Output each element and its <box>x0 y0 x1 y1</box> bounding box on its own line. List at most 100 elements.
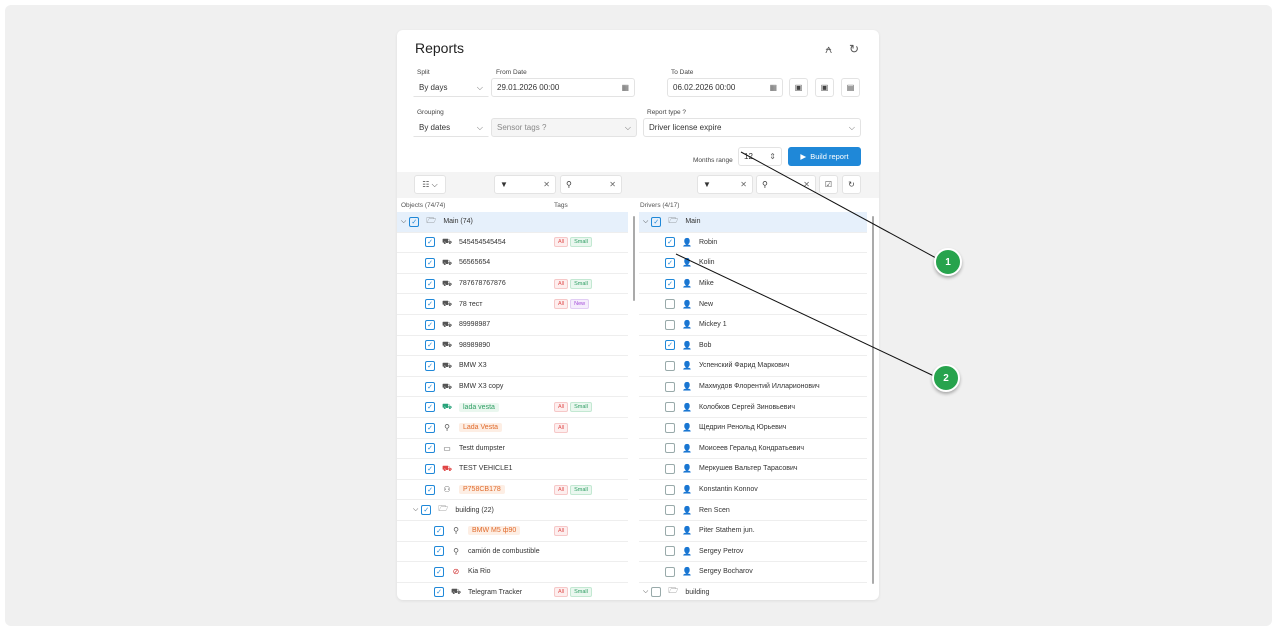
tree-view-button[interactable]: ☷ ⌵ <box>414 175 446 194</box>
checkbox[interactable]: ✓ <box>425 278 435 289</box>
driver-row[interactable]: 👤 New <box>639 294 867 315</box>
refresh-icon[interactable]: ↻ <box>849 42 860 56</box>
object-row[interactable]: ✓ ⛟ 98989890 <box>397 336 628 357</box>
checkbox[interactable]: ✓ <box>425 463 435 474</box>
chevron-down-icon[interactable]: ⌵ <box>643 217 649 225</box>
select-all-button[interactable]: ☑ <box>819 175 838 194</box>
checkbox[interactable]: ✓ <box>665 257 675 268</box>
object-row[interactable]: ✓ ⛟ Telegram Tracker All Small <box>397 583 628 600</box>
driver-row[interactable]: 👤 Piter Stathem jun. <box>639 521 867 542</box>
chevron-down-icon[interactable]: ⌵ <box>643 588 649 596</box>
checkbox[interactable]: ✓ <box>665 278 675 289</box>
checkbox[interactable]: ✓ <box>425 381 435 392</box>
driver-row[interactable]: ✓ 👤 Mike <box>639 274 867 295</box>
drivers-search-input[interactable]: ⚲ ✕ <box>756 175 816 194</box>
objects-search-input[interactable]: ⚲ ✕ <box>560 175 622 194</box>
object-row[interactable]: ✓ ⛟ BMW X3 copy <box>397 377 628 398</box>
split-select[interactable]: By days ⌵ <box>413 78 489 97</box>
checkbox[interactable] <box>665 505 675 516</box>
group-row[interactable]: ⌵ ✓ 🗁 Main (74) <box>397 212 628 233</box>
driver-row[interactable]: 👤 Mickey 1 <box>639 315 867 336</box>
object-row[interactable]: ✓ ⚇ P758CB178 All Small <box>397 480 628 501</box>
driver-row[interactable]: 👤 Махмудов Флорентий Илларионович <box>639 377 867 398</box>
checkbox[interactable] <box>665 484 675 495</box>
driver-group-row[interactable]: ⌵ 🗁 building <box>639 583 867 600</box>
object-row[interactable]: ✓ ⚲ Lada Vesta All <box>397 418 628 439</box>
checkbox[interactable]: ✓ <box>425 443 435 454</box>
stepper-icon[interactable]: ⇕ <box>769 152 776 161</box>
driver-row[interactable]: 👤 Щедрин Ренольд Юрьевич <box>639 418 867 439</box>
object-row[interactable]: ✓ ⛟ 545454545454 All Small <box>397 233 628 254</box>
checkbox[interactable] <box>665 566 675 577</box>
objects-filter-input[interactable]: ▼ ✕ <box>494 175 556 194</box>
group-row[interactable]: ⌵ ✓ 🗁 building (22) <box>397 500 628 521</box>
calendar-week-button[interactable]: ▣ <box>815 78 834 97</box>
object-row[interactable]: ✓ ⚲ BMW M5 ф90 All <box>397 521 628 542</box>
checkbox[interactable] <box>665 525 675 536</box>
checkbox[interactable]: ✓ <box>425 340 435 351</box>
object-row[interactable]: ✓ ⛟ 78 тест All New <box>397 294 628 315</box>
sensor-tags-select[interactable]: Sensor tags ? ⌵ <box>491 118 637 137</box>
clear-icon[interactable]: ✕ <box>609 180 616 189</box>
refresh-drivers-button[interactable]: ↻ <box>842 175 861 194</box>
user-settings-icon[interactable]: ⍲ <box>825 42 833 56</box>
object-row[interactable]: ✓ ▭ Testt dumpster <box>397 439 628 460</box>
driver-row[interactable]: 👤 Успенский Фарид Маркович <box>639 356 867 377</box>
object-row[interactable]: ✓ ⛟ BMW X3 <box>397 356 628 377</box>
object-row[interactable]: ✓ ⛟ 89998987 <box>397 315 628 336</box>
checkbox[interactable]: ✓ <box>665 237 675 248</box>
object-row[interactable]: ✓ ⛟ 56565654 <box>397 253 628 274</box>
checkbox[interactable]: ✓ <box>409 216 420 227</box>
from-date-field[interactable]: 29.01.2026 00:00 ▦ <box>491 78 635 97</box>
drivers-filter-input[interactable]: ▼ ✕ <box>697 175 753 194</box>
driver-row[interactable]: 👤 Sergey Bocharov <box>639 562 867 583</box>
grouping-select[interactable]: By dates ⌵ <box>413 118 489 137</box>
checkbox[interactable] <box>665 360 675 371</box>
driver-row[interactable]: 👤 Моисеев Геральд Кондратьевич <box>639 439 867 460</box>
checkbox[interactable] <box>665 381 675 392</box>
checkbox[interactable]: ✓ <box>425 484 435 495</box>
checkbox[interactable]: ✓ <box>434 566 444 577</box>
objects-scrollbar[interactable] <box>633 216 635 301</box>
calendar-day-button[interactable]: ▣ <box>789 78 808 97</box>
checkbox[interactable]: ✓ <box>425 319 435 330</box>
clear-icon[interactable]: ✕ <box>740 180 747 189</box>
checkbox[interactable]: ✓ <box>425 237 435 248</box>
clear-icon[interactable]: ✕ <box>543 180 550 189</box>
driver-row[interactable]: ✓ 👤 Bob <box>639 336 867 357</box>
checkbox[interactable]: ✓ <box>425 402 435 413</box>
driver-row[interactable]: ✓ 👤 Robin <box>639 233 867 254</box>
driver-row[interactable]: 👤 Sergey Petrov <box>639 542 867 563</box>
checkbox[interactable] <box>651 587 662 598</box>
object-row[interactable]: ✓ ⛟ lada vesta All Small <box>397 397 628 418</box>
chevron-down-icon[interactable]: ⌵ <box>413 506 419 514</box>
driver-row[interactable]: 👤 Колобков Сергей Зиновьевич <box>639 397 867 418</box>
checkbox[interactable]: ✓ <box>425 422 435 433</box>
to-date-field[interactable]: 06.02.2026 00:00 ▦ <box>667 78 783 97</box>
checkbox[interactable]: ✓ <box>651 216 662 227</box>
checkbox[interactable] <box>665 443 675 454</box>
checkbox[interactable]: ✓ <box>425 257 435 268</box>
driver-row[interactable]: 👤 Ren Scen <box>639 500 867 521</box>
driver-group-row[interactable]: ⌵ ✓ 🗁 Main <box>639 212 867 233</box>
drivers-scrollbar[interactable] <box>872 216 874 584</box>
checkbox[interactable]: ✓ <box>425 360 435 371</box>
checkbox[interactable] <box>665 402 675 413</box>
checkbox[interactable]: ✓ <box>434 587 444 598</box>
build-report-button[interactable]: ▶ Build report <box>788 147 861 166</box>
checkbox[interactable]: ✓ <box>434 546 444 557</box>
object-row[interactable]: ✓ ⚲ camión de combustible <box>397 542 628 563</box>
object-row[interactable]: ✓ ⛟ 787678767876 All Small <box>397 274 628 295</box>
driver-row[interactable]: 👤 Меркушев Вальтер Тарасович <box>639 459 867 480</box>
object-row[interactable]: ✓ ⛟ TEST VEHICLE1 <box>397 459 628 480</box>
driver-row[interactable]: 👤 Konstantin Konnov <box>639 480 867 501</box>
report-type-select[interactable]: Driver license expire ⌵ <box>643 118 861 137</box>
clear-icon[interactable]: ✕ <box>803 180 810 189</box>
checkbox[interactable]: ✓ <box>425 299 435 310</box>
object-row[interactable]: ✓ ⊘ Kia Rio <box>397 562 628 583</box>
checkbox[interactable]: ✓ <box>434 525 444 536</box>
chevron-down-icon[interactable]: ⌵ <box>401 217 407 225</box>
checkbox[interactable] <box>665 319 675 330</box>
checkbox[interactable] <box>665 422 675 433</box>
checkbox[interactable]: ✓ <box>665 340 675 351</box>
